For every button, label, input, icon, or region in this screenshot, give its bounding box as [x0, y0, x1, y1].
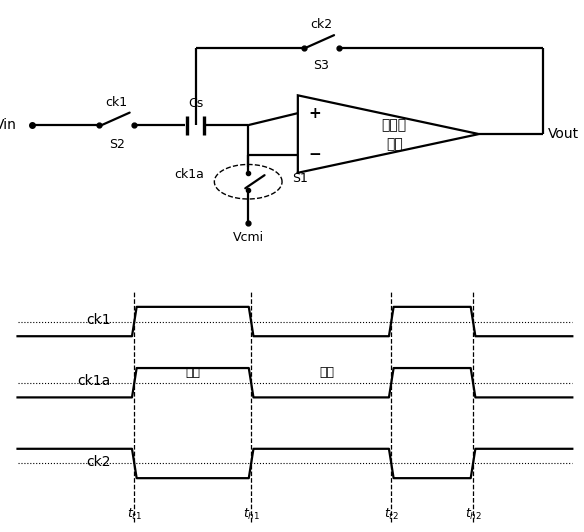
- Text: ck2: ck2: [86, 455, 111, 469]
- Text: ck1a: ck1a: [78, 375, 111, 388]
- Text: S3: S3: [313, 59, 329, 72]
- Text: ck1: ck1: [106, 96, 128, 109]
- Text: ck1: ck1: [86, 313, 111, 327]
- Text: Vout: Vout: [548, 127, 579, 141]
- Text: $t_{h1}$: $t_{h1}$: [242, 508, 260, 522]
- Text: 大器: 大器: [386, 137, 402, 152]
- Text: −: −: [308, 147, 321, 162]
- Text: S2: S2: [109, 138, 125, 151]
- Text: $t_{t1}$: $t_{t1}$: [127, 508, 142, 522]
- Text: 保持: 保持: [319, 366, 335, 379]
- Text: $t_{t2}$: $t_{t2}$: [384, 508, 399, 522]
- Text: 采样: 采样: [185, 366, 200, 379]
- Text: ck1a: ck1a: [175, 168, 204, 181]
- Text: Vcmi: Vcmi: [232, 231, 264, 244]
- Text: Vin: Vin: [0, 118, 17, 132]
- Text: 运算放: 运算放: [381, 118, 407, 132]
- Text: ck2: ck2: [310, 18, 332, 31]
- Text: S1: S1: [292, 172, 308, 185]
- Text: Cs: Cs: [188, 97, 203, 110]
- Text: +: +: [308, 106, 321, 121]
- Text: $t_{h2}$: $t_{h2}$: [464, 508, 482, 522]
